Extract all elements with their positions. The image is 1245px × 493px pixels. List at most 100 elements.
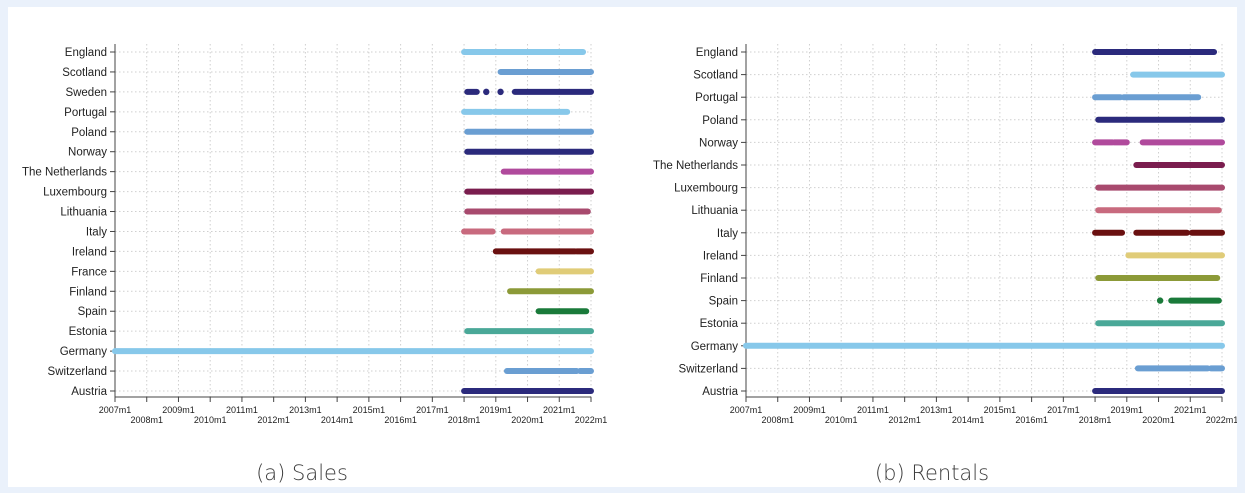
rentals-row-the-netherlands: The Netherlands — [653, 160, 1225, 172]
rentals-row-finland: Finland — [700, 273, 1221, 285]
rentals-dot-spain — [1156, 297, 1164, 304]
sales-row-norway: Norway — [68, 147, 594, 159]
sales-row-sweden: Sweden — [65, 87, 594, 99]
rentals-x-tick-label: 2007m1 — [730, 405, 763, 415]
sales-country-label: Sweden — [65, 87, 107, 99]
sales-country-label: Portugal — [64, 107, 107, 119]
rentals-x-tick-label: 2008m1 — [761, 415, 794, 425]
rentals-country-label: Italy — [717, 228, 738, 240]
rentals-row-ireland: Ireland — [703, 250, 1225, 262]
rentals-country-label: England — [696, 47, 738, 59]
rentals-x-tick-label: 2012m1 — [888, 415, 921, 425]
sales-country-label: Switzerland — [48, 366, 107, 378]
sales-panel: 2007m1 2009m1 2011m1 2013m1 2015m1 2017m1 2019… — [8, 7, 622, 447]
sales-country-label: England — [65, 47, 107, 59]
sales-row-poland: Poland — [71, 127, 594, 139]
sales-x-tick-label: 2007m1 — [99, 405, 132, 415]
rentals-x-tick-label: 2019m1 — [1111, 405, 1144, 415]
rentals-row-italy: Italy — [717, 228, 1225, 240]
sales-row-ireland: Ireland — [72, 246, 594, 258]
sales-row-germany: Germany — [60, 346, 594, 358]
rentals-chart: 2007m1 2009m1 2011m1 2013m1 2015m1 2017m1 2019… — [653, 44, 1237, 425]
rentals-country-label: Portugal — [695, 92, 738, 104]
sales-chart: 2007m1 2009m1 2011m1 2013m1 2015m1 2017m1 2019… — [22, 44, 608, 425]
sales-row-switzerland: Switzerland — [48, 366, 594, 378]
rentals-row-austria: Austria — [702, 386, 1225, 398]
sales-row-france: France — [71, 266, 594, 278]
sales-dot-sweden — [483, 88, 490, 96]
rentals-x-tick-label: 2022m1 — [1206, 415, 1237, 425]
rentals-x-tick-label: 2021m1 — [1174, 405, 1207, 415]
rentals-row-luxembourg: Luxembourg — [674, 183, 1225, 195]
rentals-country-label: Finland — [700, 273, 738, 285]
rentals-row-portugal: Portugal — [695, 92, 1202, 104]
sales-x-tick-label: 2014m1 — [321, 415, 354, 425]
rentals-country-label: The Netherlands — [653, 160, 738, 172]
rentals-country-label: Austria — [702, 386, 738, 398]
sales-x-tick-label: 2012m1 — [257, 415, 290, 425]
sales-country-label: Estonia — [69, 326, 108, 338]
sales-x-tick-label: 2019m1 — [480, 405, 513, 415]
sales-country-label: Luxembourg — [43, 187, 107, 199]
rentals-country-label: Switzerland — [679, 363, 738, 375]
rentals-country-label: Estonia — [700, 318, 739, 330]
sales-country-label: Finland — [69, 286, 107, 298]
sales-caption: (a) Sales — [256, 461, 348, 485]
sales-row-finland: Finland — [69, 286, 594, 298]
rentals-x-tick-label: 2011m1 — [857, 405, 889, 415]
rentals-country-label: Norway — [699, 137, 738, 149]
sales-row-luxembourg: Luxembourg — [43, 187, 594, 199]
sales-x-tick-label: 2018m1 — [448, 415, 481, 425]
sales-x-tick-label: 2022m1 — [575, 415, 608, 425]
sales-country-label: Ireland — [72, 246, 107, 258]
sales-country-label: Austria — [71, 386, 107, 398]
rentals-x-tick-label: 2017m1 — [1047, 405, 1080, 415]
sales-country-label: Scotland — [62, 67, 107, 79]
sales-row-portugal: Portugal — [64, 107, 571, 119]
rentals-row-switzerland: Switzerland — [679, 363, 1225, 375]
rentals-x-tick-label: 2020m1 — [1142, 415, 1175, 425]
rentals-row-norway: Norway — [699, 137, 1225, 149]
rentals-x-tick-label: 2018m1 — [1079, 415, 1112, 425]
sales-row-the-netherlands: The Netherlands — [22, 167, 594, 179]
rentals-x-tick-label: 2010m1 — [825, 415, 858, 425]
sales-row-spain: Spain — [78, 306, 590, 318]
sales-row-italy: Italy — [86, 226, 594, 238]
sales-country-label: Norway — [68, 147, 107, 159]
rentals-row-germany: Germany — [691, 341, 1225, 353]
rentals-country-label: Poland — [702, 115, 738, 127]
sales-country-label: Italy — [86, 226, 107, 238]
sales-row-austria: Austria — [71, 386, 594, 398]
sales-x-tick-label: 2013m1 — [289, 405, 322, 415]
sales-country-label: France — [71, 266, 107, 278]
figure: 2007m1 2009m1 2011m1 2013m1 2015m1 2017m1 2019… — [8, 7, 1237, 487]
sales-row-england: England — [65, 47, 587, 59]
sales-dot-sweden — [497, 88, 504, 96]
rentals-x-tick-label: 2009m1 — [793, 405, 826, 415]
sales-x-tick-label: 2011m1 — [226, 405, 258, 415]
rentals-panel: 2007m1 2009m1 2011m1 2013m1 2015m1 2017m1 2019… — [622, 7, 1237, 447]
rentals-country-label: Luxembourg — [674, 183, 738, 195]
rentals-row-spain: Spain — [709, 296, 1222, 308]
sales-country-label: Lithuania — [60, 207, 107, 219]
rentals-country-label: Scotland — [693, 70, 738, 82]
rentals-country-label: Lithuania — [691, 205, 738, 217]
rentals-country-label: Germany — [691, 341, 739, 353]
sales-gridlines — [114, 44, 592, 397]
sales-x-tick-label: 2020m1 — [511, 415, 544, 425]
sales-row-scotland: Scotland — [62, 67, 594, 79]
sales-row-estonia: Estonia — [69, 326, 594, 338]
rentals-row-estonia: Estonia — [700, 318, 1225, 330]
sales-x-tick-label: 2009m1 — [162, 405, 195, 415]
sales-row-lithuania: Lithuania — [60, 207, 591, 219]
sales-country-label: Germany — [60, 346, 108, 358]
sales-x-tick-label: 2008m1 — [130, 415, 163, 425]
sales-country-label: The Netherlands — [22, 167, 107, 179]
sales-x-tick-label: 2015m1 — [353, 405, 386, 415]
rentals-row-lithuania: Lithuania — [691, 205, 1222, 217]
sales-x-tick-label: 2010m1 — [194, 415, 227, 425]
rentals-country-label: Spain — [709, 296, 738, 308]
rentals-x-tick-label: 2013m1 — [920, 405, 953, 415]
sales-x-tick-label: 2016m1 — [384, 415, 417, 425]
rentals-row-scotland: Scotland — [693, 70, 1225, 82]
